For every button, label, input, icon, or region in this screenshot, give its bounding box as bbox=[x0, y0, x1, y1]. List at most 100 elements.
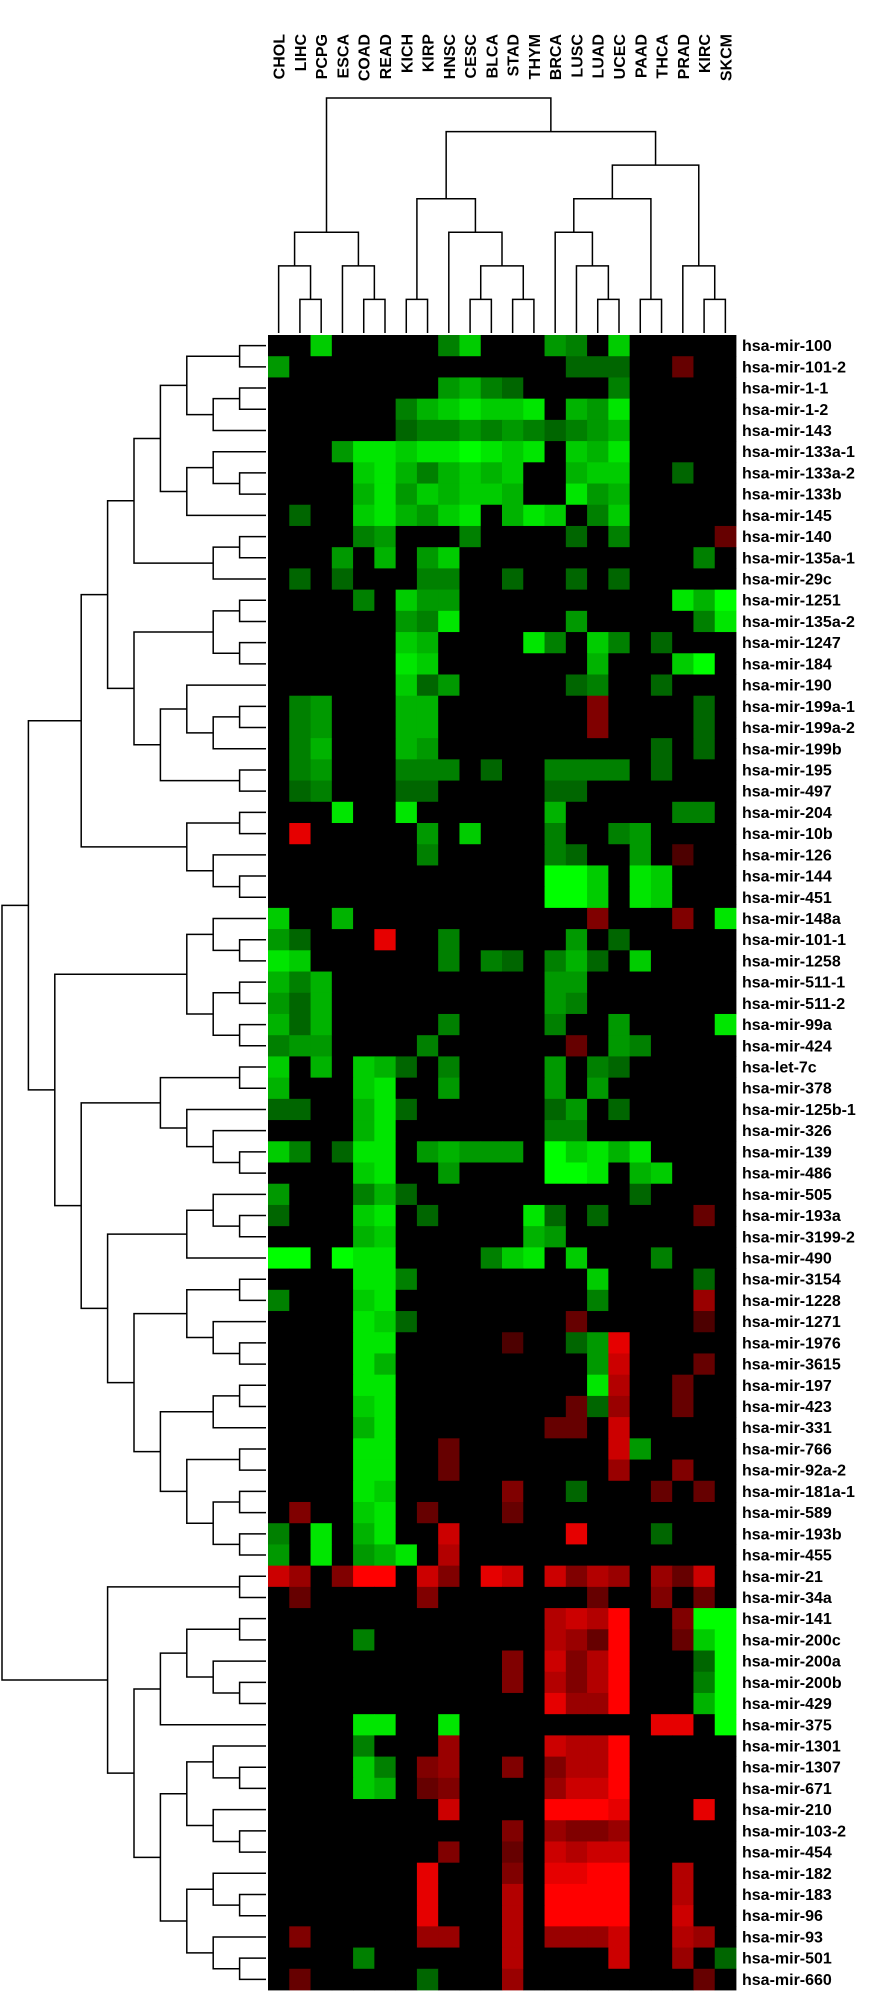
heatmap-cell bbox=[714, 1226, 737, 1248]
heatmap-cell bbox=[438, 462, 460, 484]
heatmap-cell bbox=[544, 738, 567, 760]
heatmap-cell bbox=[268, 1374, 290, 1397]
heatmap-cell bbox=[502, 1926, 524, 1948]
heatmap-cell bbox=[395, 1247, 418, 1269]
heatmap-cell bbox=[693, 992, 716, 1015]
heatmap-cell bbox=[672, 1268, 694, 1291]
heatmap-cell bbox=[502, 738, 524, 760]
heatmap-cell bbox=[480, 568, 503, 591]
heatmap-cell bbox=[268, 441, 290, 463]
heatmap-cell bbox=[395, 716, 418, 739]
heatmap-cell bbox=[331, 441, 354, 463]
heatmap-cell bbox=[310, 1056, 333, 1079]
heatmap-cell bbox=[289, 907, 311, 930]
heatmap-cell bbox=[438, 1608, 460, 1630]
dendrogram-branch bbox=[639, 298, 663, 333]
heatmap-cell bbox=[693, 780, 716, 803]
heatmap-cell bbox=[459, 1820, 482, 1842]
heatmap-cell bbox=[587, 865, 609, 888]
heatmap-cell bbox=[395, 441, 418, 463]
heatmap-cell bbox=[587, 1332, 609, 1354]
heatmap-cell bbox=[459, 1671, 482, 1694]
heatmap-cell bbox=[395, 419, 418, 442]
heatmap-cell bbox=[693, 419, 716, 442]
heatmap-cell bbox=[587, 1692, 609, 1715]
heatmap-cell bbox=[353, 504, 375, 527]
row-label: hsa-mir-135a-2 bbox=[742, 614, 855, 631]
column-labels: CHOL LIHC PCPG ESCA COAD READ KICH KIRP HNSC CESC… bbox=[272, 34, 736, 82]
heatmap-cell bbox=[608, 1799, 631, 1821]
heatmap-cell bbox=[459, 1056, 482, 1079]
heatmap-cell bbox=[629, 1480, 652, 1503]
heatmap-cell bbox=[502, 886, 524, 909]
heatmap-cell bbox=[331, 1013, 354, 1036]
heatmap-cell bbox=[268, 1608, 290, 1630]
heatmap-cell bbox=[310, 1353, 333, 1376]
heatmap-cell bbox=[629, 674, 652, 697]
heatmap-cell bbox=[438, 674, 460, 697]
row-label: hsa-mir-21 bbox=[742, 1569, 823, 1586]
heatmap-cell bbox=[438, 759, 460, 781]
heatmap-cell bbox=[544, 1968, 567, 1991]
heatmap-cell bbox=[502, 525, 524, 548]
heatmap-cell bbox=[268, 1395, 290, 1418]
heatmap-cell bbox=[608, 398, 631, 421]
heatmap-cell bbox=[480, 335, 503, 357]
heatmap-cell bbox=[331, 950, 354, 972]
heatmap-cell bbox=[395, 950, 418, 972]
heatmap-cell bbox=[608, 1968, 631, 1991]
heatmap-cell bbox=[629, 1501, 652, 1524]
heatmap-cell bbox=[438, 1141, 460, 1163]
heatmap-cell bbox=[374, 504, 397, 527]
heatmap-cell bbox=[502, 1395, 524, 1418]
heatmap-cell bbox=[289, 1395, 311, 1418]
dendrogram-branch bbox=[238, 811, 266, 835]
row-label: hsa-mir-505 bbox=[742, 1187, 832, 1204]
heatmap-cell bbox=[353, 844, 375, 866]
heatmap-cell bbox=[480, 1714, 503, 1736]
heatmap-cell bbox=[353, 377, 375, 400]
heatmap-cell bbox=[629, 377, 652, 400]
dendrogram-branch bbox=[325, 97, 552, 233]
heatmap-cell bbox=[395, 823, 418, 845]
heatmap-cell bbox=[459, 653, 482, 675]
heatmap-cell bbox=[608, 1098, 631, 1121]
heatmap-cell bbox=[544, 441, 567, 463]
heatmap-cell bbox=[438, 1311, 460, 1333]
heatmap-cell bbox=[608, 1162, 631, 1185]
heatmap-cell bbox=[629, 1077, 652, 1100]
heatmap-cell bbox=[587, 992, 609, 1015]
heatmap-cell bbox=[502, 1501, 524, 1524]
row-label: hsa-mir-511-1 bbox=[742, 975, 845, 992]
heatmap-cell bbox=[650, 1544, 673, 1567]
heatmap-cell bbox=[523, 1692, 545, 1715]
dendrogram-branch bbox=[106, 1233, 187, 1384]
heatmap-cell bbox=[587, 653, 609, 675]
heatmap-cell bbox=[565, 377, 588, 400]
heatmap-cell bbox=[544, 1120, 567, 1142]
heatmap-cell bbox=[693, 1183, 716, 1206]
heatmap-cell bbox=[268, 1332, 290, 1354]
heatmap-cell bbox=[714, 1905, 737, 1927]
heatmap-cell bbox=[523, 1480, 545, 1503]
heatmap-cell bbox=[672, 1905, 694, 1927]
heatmap-cell bbox=[544, 356, 567, 378]
row-label: hsa-mir-133b bbox=[742, 487, 842, 504]
heatmap-cell bbox=[374, 801, 397, 824]
heatmap-cell bbox=[714, 1820, 737, 1842]
heatmap-cell bbox=[587, 1013, 609, 1036]
heatmap-cell bbox=[374, 780, 397, 803]
heatmap-cell bbox=[353, 1608, 375, 1630]
heatmap-cell bbox=[353, 1692, 375, 1715]
heatmap-cell bbox=[565, 1629, 588, 1651]
heatmap-cell bbox=[693, 1395, 716, 1418]
heatmap-cell bbox=[438, 1226, 460, 1248]
heatmap-cell bbox=[587, 1353, 609, 1376]
heatmap-cell bbox=[672, 525, 694, 548]
heatmap-cell bbox=[693, 1799, 716, 1821]
heatmap-cell bbox=[374, 1608, 397, 1630]
heatmap-cell bbox=[331, 716, 354, 739]
heatmap-cell bbox=[374, 462, 397, 484]
heatmap-cell bbox=[502, 1714, 524, 1736]
heatmap-cell bbox=[395, 1629, 418, 1651]
